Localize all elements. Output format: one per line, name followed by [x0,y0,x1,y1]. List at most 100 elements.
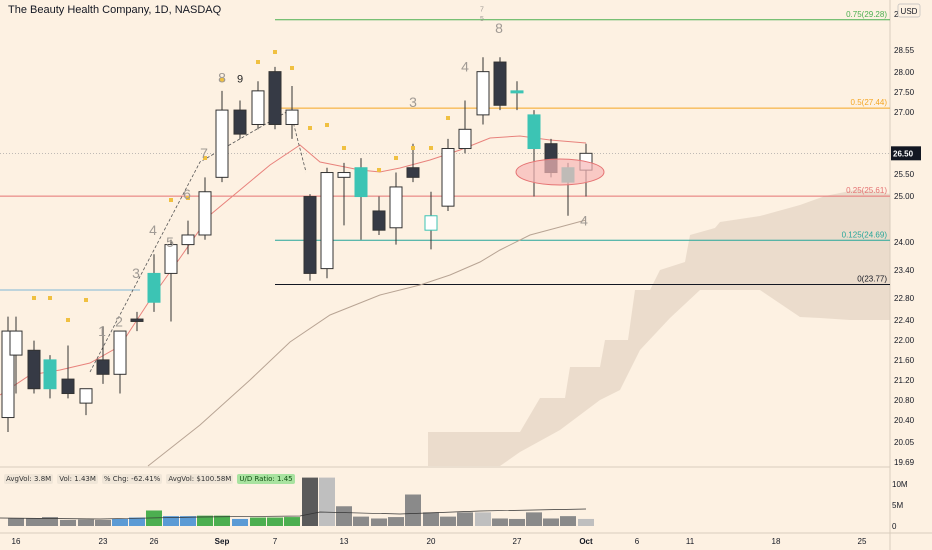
volume-bar [423,512,439,526]
y-axis-tick-label: 27.50 [894,88,915,97]
x-axis-tick-label: 23 [99,537,108,546]
candle [181,220,195,255]
currency-tag-box [897,3,921,18]
volume-bar [578,518,594,526]
candle [354,158,368,240]
y-axis-tick-label: 19.69 [894,458,915,467]
candle [79,388,93,416]
candle [164,239,178,322]
x-axis-tick-label: 7 [273,537,278,546]
current-price-tag-bg [891,146,921,161]
x-axis-tick-label: 18 [772,537,781,546]
candle-body [215,109,229,178]
candle [27,340,41,394]
y-axis-tick-label: 20.80 [894,396,915,405]
candle [441,138,455,211]
td-setup-marker [273,50,277,54]
volume-bar [26,518,42,526]
x-axis-tick-label: 25 [858,537,867,546]
volume-bar [509,518,525,526]
candle-body [9,330,23,356]
td-count-label: 8 [495,20,503,36]
td-setup-marker [325,123,329,127]
candle-body [251,90,265,125]
candle-body [320,172,334,270]
candle-body [27,349,41,390]
candle [198,177,212,240]
x-axis-tick-label: 16 [12,537,21,546]
chart-title: The Beauty Health Company, 1D, NASDAQ [8,4,222,16]
candle [285,86,299,139]
volume-bar [42,517,58,526]
volume-bar [250,517,266,526]
x-axis-tick-label: 13 [340,537,349,546]
y-axis-tick-label: 21.60 [894,356,915,365]
fib-level-label: 0.75(29.28) [846,10,887,19]
td-setup-marker [446,116,450,120]
volume-bar [336,506,352,526]
y-axis-tick-label: 25.00 [894,192,915,201]
fib-level-label: 0.5(27.44) [851,98,888,107]
candle [113,330,127,394]
volume-bar [492,518,508,526]
avgvol-dollar-stat: AvgVol: $100.58M [166,474,234,484]
volume-bar [371,518,387,526]
td-count-label: 4 [580,212,588,228]
td-setup-marker [308,126,312,130]
candle [43,355,57,399]
moving-average-short [0,135,587,396]
chg-stat: % Chg: -62.41% [101,474,163,484]
volume-bar [440,516,456,526]
candle [510,81,524,111]
candle [476,57,490,125]
candle [233,100,247,139]
currency-tag [897,3,921,18]
y-axis-tick-label: 27.00 [894,108,915,117]
volume-bar [475,512,491,526]
candle-body [527,114,541,150]
volume-bar [526,512,542,526]
highlight-ellipse [515,158,605,186]
candle-body [458,128,472,150]
td-setup-marker [290,66,294,70]
volume-average-line [0,508,587,520]
y-axis-tick-label: 25.50 [894,170,915,179]
volume-bar [197,515,213,526]
y-axis-tick-label: 22.00 [894,336,915,345]
current-price-tag-label: 26.50 [893,149,914,158]
candle [61,345,75,399]
ichimoku-cloud [428,190,890,466]
candle-body [268,71,282,125]
candle-body [389,186,403,229]
td-setup-marker [394,156,398,160]
td-count-label: 4 [149,222,157,238]
volume-bar [129,517,145,526]
y-axis-tick-label: 24.00 [894,238,915,247]
current-price-tag [891,146,921,161]
td-setup-marker [203,156,207,160]
td-setup-marker [169,198,173,202]
volume-bar [405,494,421,526]
volume-bar [302,477,318,526]
currency-tag-label: USD [901,7,918,16]
candle-body [303,196,317,274]
candle-body [198,191,212,236]
candle-body [337,172,351,178]
volume-bar [95,519,111,526]
volume-bar [180,516,196,526]
volume-bar [388,517,404,526]
candle-body [441,148,455,207]
ud-ratio-stat: U/D Ratio: 1.45 [237,474,295,484]
candle [372,196,386,235]
candle [251,81,265,130]
candle [458,100,472,154]
candle [424,191,438,250]
candle [337,162,351,226]
y-axis-tick-label: 22.80 [894,294,915,303]
y-axis-tick-label: 23.40 [894,266,915,275]
volume-bar [319,477,335,526]
x-axis-tick-label: 27 [513,537,522,546]
td-count-label: 1 [98,323,106,339]
